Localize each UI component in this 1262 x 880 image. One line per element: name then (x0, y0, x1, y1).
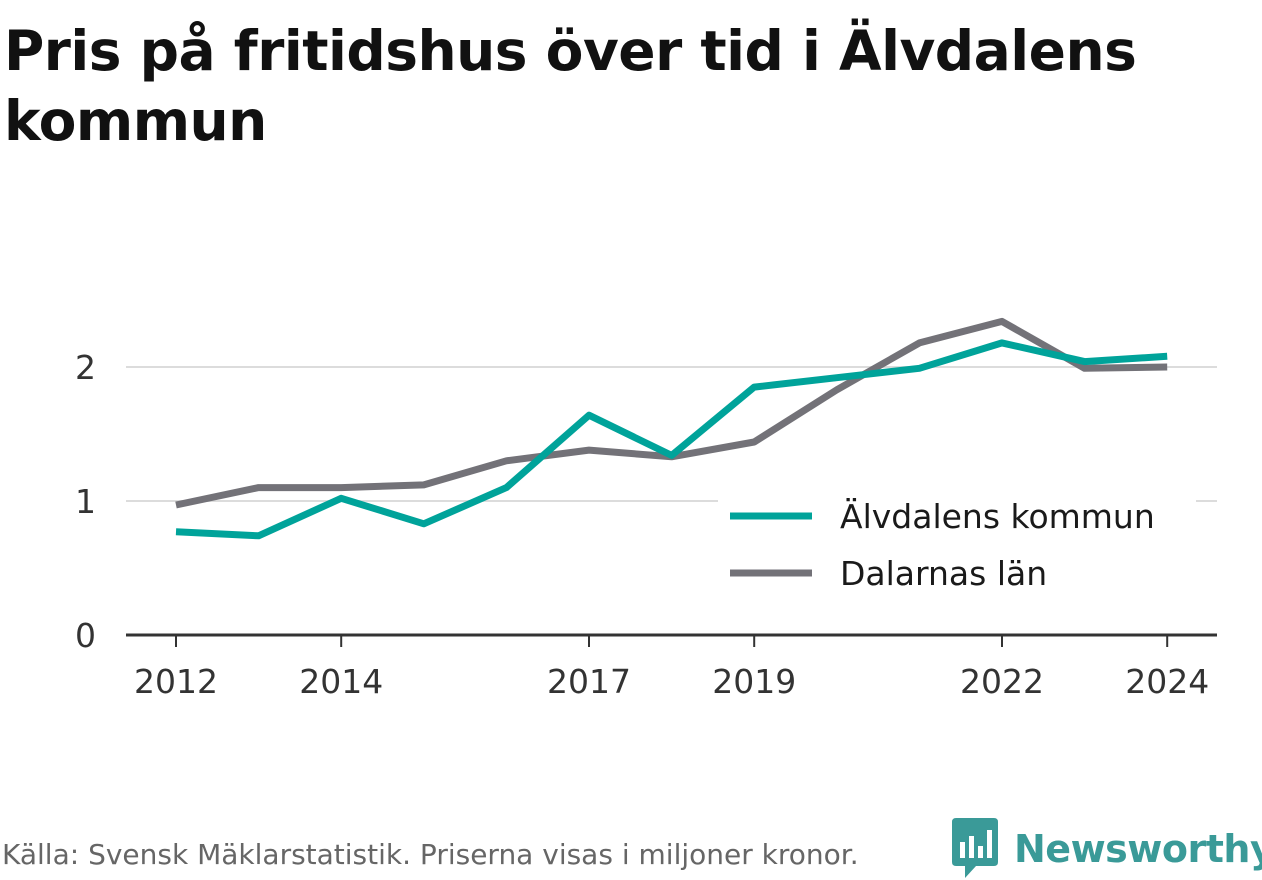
x-tick-label: 2017 (547, 662, 631, 701)
y-tick-label: 0 (75, 616, 96, 655)
legend-label: Dalarnas län (840, 554, 1047, 593)
series-lines (175, 317, 1168, 540)
brand-logo[interactable]: Newsworthy (950, 818, 1262, 880)
axes: 0 1 2 2012 2014 2017 2019 2022 2024 (75, 348, 1217, 701)
newsworthy-logo-icon (952, 818, 998, 878)
chart-title: Pris på fritidshus över tid i Älvdalens … (4, 19, 1137, 153)
source-note: Källa: Svensk Mäklarstatistik. Priserna … (2, 838, 859, 871)
x-tick-label: 2014 (299, 662, 383, 701)
legend: Älvdalens kommun Dalarnas län (718, 490, 1196, 608)
legend-label: Älvdalens kommun (840, 497, 1155, 536)
series-line-0 (175, 339, 1168, 540)
x-tick-label: 2012 (134, 662, 218, 701)
x-tick-label: 2022 (960, 662, 1044, 701)
y-tick-label: 1 (75, 482, 96, 521)
legend-background (718, 490, 1196, 608)
x-tick-label: 2024 (1125, 662, 1209, 701)
brand-name: Newsworthy (1014, 827, 1262, 871)
y-tick-label: 2 (75, 348, 96, 387)
gridlines (126, 366, 1217, 502)
x-tick-label: 2019 (712, 662, 796, 701)
